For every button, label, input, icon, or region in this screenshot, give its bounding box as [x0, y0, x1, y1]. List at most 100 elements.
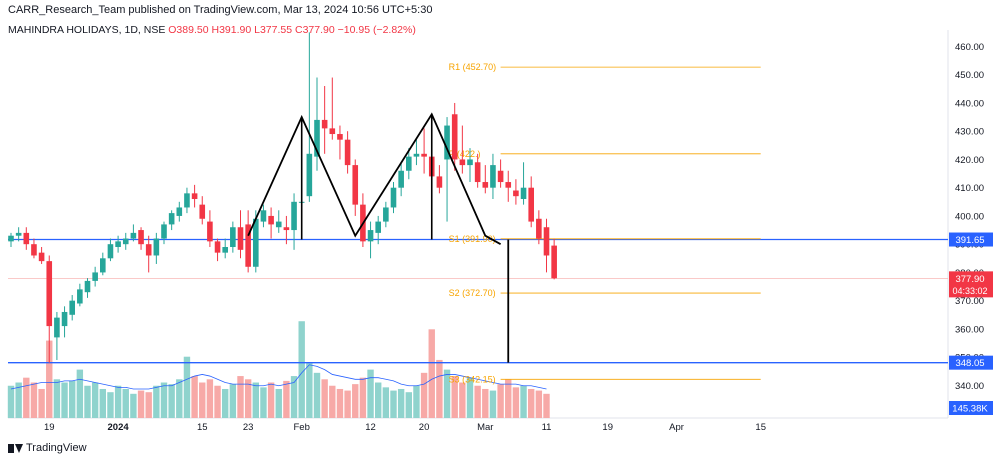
- y-tick-label: 410.00: [955, 183, 984, 194]
- candle-body: [8, 235, 14, 242]
- candle-body: [253, 218, 259, 267]
- candle-body: [138, 230, 144, 245]
- candle-body: [230, 227, 236, 248]
- volume-bar: [313, 372, 321, 418]
- x-tick-label: 19: [44, 422, 55, 433]
- volume-bar: [252, 382, 259, 418]
- support-price-label-bg: [949, 355, 993, 370]
- volume-bar: [237, 376, 244, 418]
- candle-body: [260, 210, 267, 222]
- volume-label-bg: [949, 401, 993, 415]
- volume-bar: [229, 384, 237, 418]
- volume-bar: [451, 376, 458, 418]
- x-tick-label: 19: [602, 422, 613, 433]
- volume-bar: [137, 390, 145, 418]
- candle-body: [176, 207, 183, 216]
- candle-body: [513, 190, 519, 197]
- pivot-label: S3 (342.15): [449, 374, 496, 384]
- candle-body: [474, 162, 481, 183]
- change-value: −10.95 (−2.82%): [337, 24, 416, 36]
- volume-bar: [344, 390, 351, 418]
- candle-body: [191, 193, 198, 199]
- x-tick-label: 15: [197, 422, 208, 433]
- pivot-label: S1 (391.90): [449, 234, 496, 244]
- candle-body: [237, 227, 244, 250]
- volume-bar: [84, 385, 91, 418]
- candle-body: [61, 311, 68, 327]
- candle-body: [31, 244, 37, 256]
- volume-bar: [359, 377, 367, 418]
- candle-body: [153, 238, 160, 256]
- pivot-label: P (422.): [449, 149, 481, 159]
- candle-body: [199, 204, 206, 219]
- symbol-name: MAHINDRA HOLIDAYS, 1D, NSE: [8, 24, 166, 36]
- candle-body: [451, 114, 458, 160]
- candle-body: [23, 232, 30, 245]
- volume-bar: [298, 321, 305, 418]
- volume-label: 145.38K: [952, 404, 988, 415]
- candle-body: [520, 187, 527, 199]
- volume-bar: [466, 377, 474, 418]
- volume-bar: [107, 392, 114, 418]
- volume-ma-line: [10, 364, 547, 390]
- volume-bar: [505, 379, 512, 418]
- candle-body: [214, 241, 221, 253]
- volume-bar: [168, 384, 175, 418]
- candle-body: [444, 125, 450, 160]
- volume-bar: [46, 340, 53, 418]
- candle-body: [383, 207, 389, 222]
- volume-bar: [199, 382, 206, 418]
- candle-body: [69, 300, 75, 315]
- volume-bar: [222, 388, 229, 418]
- candle-body: [38, 252, 45, 262]
- x-tick-label: Apr: [669, 422, 684, 433]
- volume-bar: [183, 356, 191, 418]
- candle-body: [306, 153, 313, 197]
- y-tick-label: 460.00: [955, 42, 984, 53]
- candle-body: [107, 244, 114, 259]
- x-tick-label: 11: [542, 422, 552, 433]
- volume-bar: [91, 382, 99, 418]
- volume-bar: [130, 393, 137, 418]
- candle-body: [122, 238, 129, 245]
- volume-bar: [76, 369, 84, 418]
- candle-body: [283, 227, 290, 231]
- volume-bar: [382, 387, 390, 418]
- low-value: L377.55: [254, 24, 293, 36]
- volume-bar: [145, 392, 152, 418]
- volume-bar: [543, 393, 550, 418]
- symbol-legend: MAHINDRA HOLIDAYS, 1D, NSE O389.50 H391.…: [8, 24, 416, 36]
- tradingview-logo-icon: [8, 443, 23, 453]
- y-tick-label: 400.00: [955, 211, 984, 222]
- volume-bar: [390, 390, 397, 418]
- volume-bar: [528, 388, 535, 418]
- candle-body: [54, 317, 60, 338]
- volume-bar: [290, 376, 298, 418]
- candle-body: [321, 119, 328, 129]
- volume-bar: [267, 382, 275, 418]
- volume-bar: [160, 382, 168, 418]
- candle-body: [145, 244, 152, 256]
- candle-body: [367, 230, 374, 242]
- volume-bar: [244, 379, 252, 418]
- volume-bar: [114, 385, 122, 418]
- volume-bar: [520, 385, 527, 418]
- candle-body: [15, 232, 22, 236]
- y-tick-label: 340.00: [955, 381, 984, 392]
- candle-body: [482, 182, 489, 188]
- open-value: O389.50: [168, 24, 209, 36]
- x-tick-label: 20: [419, 422, 430, 433]
- x-tick-label: 23: [243, 422, 254, 433]
- y-tick-label: 430.00: [955, 127, 984, 138]
- y-tick-label: 450.00: [955, 70, 984, 81]
- candle-body: [406, 156, 412, 171]
- candle-body: [161, 224, 167, 239]
- publish-info: CARR_Research_Team published on TradingV…: [8, 4, 433, 16]
- candle-body: [92, 272, 98, 281]
- volume-bar: [61, 382, 68, 418]
- volume-bar: [321, 379, 328, 418]
- volume-bar: [206, 379, 214, 418]
- volume-bar: [413, 385, 420, 418]
- volume-bar: [153, 385, 160, 418]
